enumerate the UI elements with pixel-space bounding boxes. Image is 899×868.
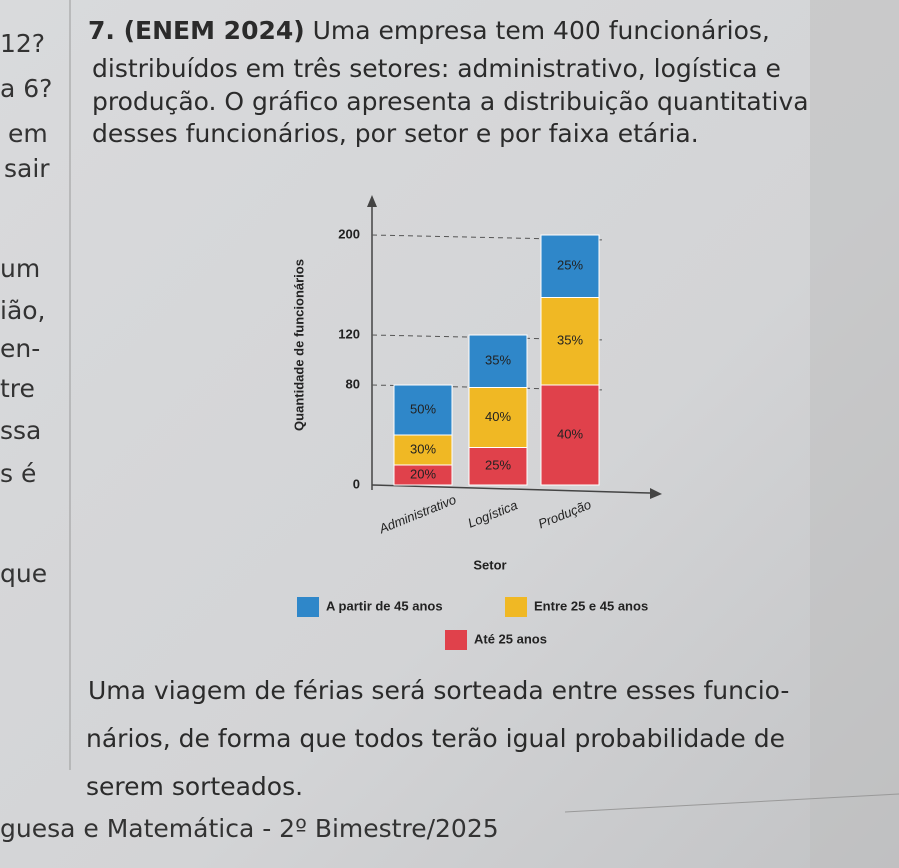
segment-label: 20%	[410, 466, 436, 481]
legend-swatch	[445, 630, 467, 650]
question-line: distribuídos em três setores: administra…	[92, 54, 781, 83]
segment-label: 30%	[410, 441, 436, 456]
y-tick-label: 0	[353, 476, 360, 491]
bar-segment	[468, 447, 528, 486]
x-axis	[371, 484, 651, 494]
question-line: Uma viagem de férias será sorteada entre…	[88, 676, 789, 705]
question-number: 7. (ENEM 2024)	[88, 16, 305, 45]
bar-segment	[540, 297, 600, 386]
x-axis-label: Setor	[473, 557, 506, 572]
y-tick-label: 200	[338, 226, 360, 241]
segment-label: 50%	[410, 401, 436, 416]
segment-label: 25%	[557, 258, 583, 273]
question-line: 7. (ENEM 2024) Uma empresa tem 400 funci…	[88, 16, 770, 45]
footer-rule	[564, 793, 899, 813]
margin-fragment: ssa	[0, 416, 41, 445]
question-line: produção. O gráfico apresenta a distribu…	[92, 87, 809, 116]
margin-fragment: ião,	[0, 296, 46, 325]
y-tick-label: 120	[338, 326, 360, 341]
question-line: desses funcionários, por setor e por fai…	[92, 119, 699, 148]
bar-segment	[540, 384, 600, 486]
bar-segment	[468, 334, 528, 388]
margin-fragment: que	[0, 559, 47, 588]
segment-label: 35%	[485, 353, 511, 368]
question-line: serem sorteados.	[86, 772, 303, 801]
legend-swatch	[297, 597, 319, 617]
question-line: nários, de forma que todos terão igual p…	[86, 724, 785, 753]
margin-fragment: sair	[4, 154, 50, 183]
segment-label: 35%	[557, 333, 583, 348]
bar-segment	[393, 434, 453, 466]
bar-segment	[540, 234, 600, 298]
legend-label: A partir de 45 anos	[326, 598, 443, 613]
legend-label: Entre 25 e 45 anos	[534, 598, 648, 613]
segment-label: 25%	[485, 458, 511, 473]
margin-fragment: a 6?	[0, 74, 52, 103]
bar-segment	[468, 387, 528, 448]
margin-fragment: s é	[0, 459, 36, 488]
segment-label: 40%	[485, 409, 511, 424]
bar-segment	[393, 384, 453, 436]
y-axis-arrow	[367, 195, 377, 207]
grid-line	[371, 334, 606, 341]
legend-swatch	[505, 597, 527, 617]
margin-fragment: 12?	[0, 29, 45, 58]
legend-label: Até 25 anos	[474, 631, 547, 646]
y-tick-label: 80	[346, 376, 360, 391]
segment-label: 40%	[557, 426, 583, 441]
margin-fragment: tre	[0, 374, 35, 403]
question-text: Uma empresa tem 400 funcionários,	[305, 16, 770, 45]
grid-line	[371, 234, 606, 241]
margin-fragment: um	[0, 254, 40, 283]
shadow	[810, 0, 899, 868]
x-axis-arrow	[650, 488, 662, 499]
footer: guesa e Matemática - 2º Bimestre/2025	[0, 814, 499, 843]
margin-fragment: en-	[0, 334, 40, 363]
margin-fragment: em	[8, 119, 48, 148]
y-axis-label: Quantidade de funcionários	[291, 259, 306, 431]
